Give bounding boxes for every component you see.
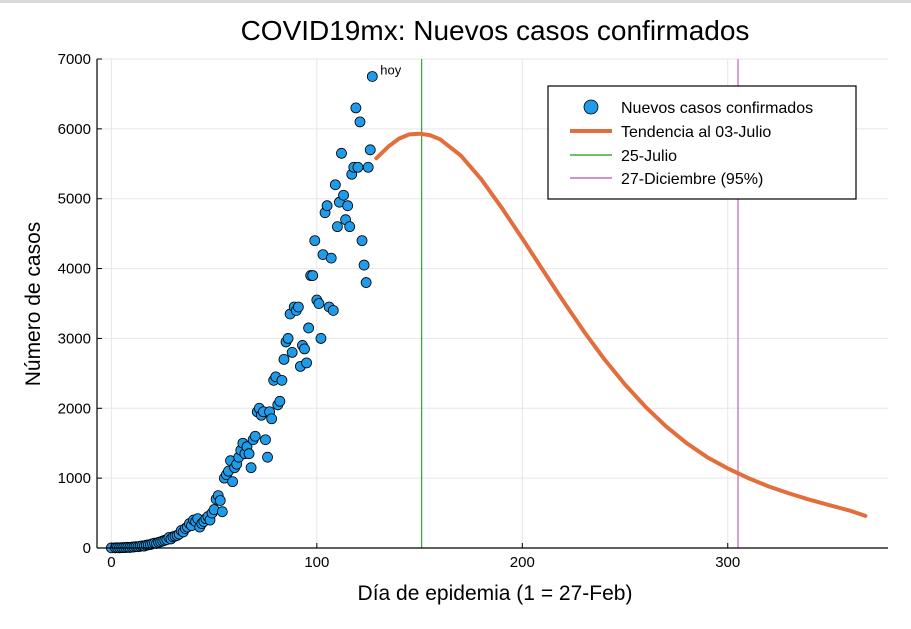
window-top-border xyxy=(0,0,911,3)
trend-series xyxy=(374,131,868,518)
data-point xyxy=(354,116,366,128)
axes xyxy=(96,58,888,549)
x-axis-label: Día de epidemia (1 = 27-Feb) xyxy=(358,582,633,605)
data-point xyxy=(362,161,374,173)
data-point xyxy=(331,221,343,233)
x-tick-label: 100 xyxy=(304,554,329,571)
data-point xyxy=(309,235,321,247)
data-point xyxy=(216,506,228,518)
data-point xyxy=(366,71,378,82)
data-point xyxy=(260,434,271,446)
data-point xyxy=(299,343,310,355)
data-point xyxy=(356,235,368,247)
y-axis-label: Número de casos xyxy=(22,222,45,387)
data-point xyxy=(327,305,339,316)
data-point xyxy=(315,333,327,344)
legend-label: Tendencia al 03-Julio xyxy=(621,124,771,141)
y-tick-label: 7000 xyxy=(58,51,91,68)
data-point xyxy=(352,161,364,173)
legend-label: Nuevos casos confirmados xyxy=(621,100,813,117)
data-point xyxy=(274,395,286,407)
data-point xyxy=(266,413,278,425)
y-tick-label: 4000 xyxy=(58,261,91,278)
y-tick-label: 0 xyxy=(83,540,91,557)
data-point xyxy=(301,357,312,369)
data-point xyxy=(307,270,319,281)
data-point xyxy=(360,277,372,288)
data-point xyxy=(227,476,239,488)
legend-marker-points xyxy=(583,99,599,115)
data-point xyxy=(344,221,356,233)
legend-label: 27-Diciembre (95%) xyxy=(621,171,763,188)
data-point xyxy=(245,462,257,474)
data-point xyxy=(303,322,315,334)
legend-label: 25-Julio xyxy=(621,148,677,165)
data-point xyxy=(292,301,304,313)
legend-box xyxy=(547,85,857,200)
data-point xyxy=(276,374,288,386)
annotation-hoy: hoy xyxy=(380,62,401,77)
data-point xyxy=(350,102,362,114)
data-point xyxy=(243,448,255,460)
y-tick-label: 5000 xyxy=(58,191,91,208)
data-point xyxy=(342,200,354,212)
legend: Nuevos casos confirmados Tendencia al 03-… xyxy=(547,85,857,200)
data-point xyxy=(282,333,294,344)
y-tick-label: 2000 xyxy=(58,400,91,417)
data-point xyxy=(325,252,337,264)
data-point xyxy=(336,147,347,159)
y-tick-label: 3000 xyxy=(58,330,91,347)
x-tick-label: 0 xyxy=(107,554,115,571)
data-point xyxy=(214,495,226,506)
data-point xyxy=(338,189,349,201)
data-point xyxy=(329,179,341,191)
x-tick-label: 300 xyxy=(715,554,740,571)
y-tick-label: 6000 xyxy=(58,121,91,138)
data-point xyxy=(358,259,370,271)
x-tick-label: 200 xyxy=(510,554,535,571)
data-point xyxy=(313,298,325,309)
annotations: hoy xyxy=(380,62,401,77)
data-point xyxy=(249,430,261,442)
chart-title: COVID19mx: Nuevos casos confirmados xyxy=(241,15,750,46)
y-tick-label: 1000 xyxy=(58,470,91,487)
data-point xyxy=(286,346,298,358)
scatter-series xyxy=(105,71,378,554)
data-point xyxy=(364,144,376,156)
data-point xyxy=(262,451,273,463)
trend-line xyxy=(374,131,868,518)
data-point xyxy=(321,200,333,212)
data-point xyxy=(278,353,290,365)
